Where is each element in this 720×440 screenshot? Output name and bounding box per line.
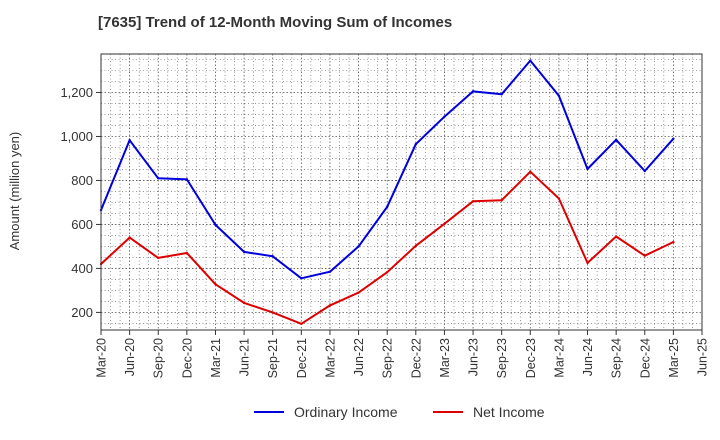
- data-point-ordinary-income: [242, 250, 246, 254]
- x-tick-label: Mar-22: [323, 338, 337, 378]
- axes: [96, 53, 703, 335]
- data-point-ordinary-income: [557, 94, 561, 97]
- data-point-net-income: [672, 240, 675, 244]
- x-tick-label: Jun-25: [696, 338, 710, 376]
- x-tick-label: Mar-23: [438, 338, 452, 378]
- x-tick-label: Jun-24: [581, 338, 595, 376]
- y-tick-label: 600: [71, 217, 93, 232]
- x-tick-label: Mar-25: [667, 338, 681, 378]
- legend-swatch-ordinary-income: [254, 411, 284, 413]
- data-point-ordinary-income: [471, 90, 475, 93]
- y-tick-label: 800: [71, 173, 93, 188]
- y-tick-label: 1,000: [60, 129, 93, 144]
- series-lines: [99, 59, 675, 326]
- legend-item-ordinary-income: Ordinary Income: [254, 404, 397, 420]
- y-tick-label: 1,200: [60, 85, 93, 100]
- data-point-ordinary-income: [157, 177, 160, 180]
- data-point-ordinary-income: [185, 178, 189, 181]
- legend-label-net-income: Net Income: [473, 404, 545, 420]
- x-tick-label: Sep-21: [266, 338, 280, 378]
- chart-title: [7635] Trend of 12-Month Moving Sum of I…: [98, 14, 453, 31]
- data-point-net-income: [157, 256, 160, 260]
- y-tick-label: 400: [71, 261, 93, 276]
- x-tick-label: Sep-22: [381, 338, 395, 378]
- x-tick-label: Dec-23: [524, 338, 538, 378]
- data-point-ordinary-income: [586, 167, 589, 171]
- data-point-ordinary-income: [672, 137, 675, 140]
- data-point-net-income: [242, 301, 246, 305]
- data-point-ordinary-income: [214, 223, 217, 227]
- x-tick-label: Sep-23: [495, 338, 509, 378]
- data-point-ordinary-income: [643, 169, 646, 173]
- x-tick-labels: Mar-20 Jun-20 Sep-20 Dec-20 Mar-21 Jun-21 Sep-…: [95, 338, 710, 378]
- plot-frame: [100, 53, 703, 331]
- data-point-ordinary-income: [357, 245, 360, 248]
- x-tick-label: Mar-21: [209, 338, 223, 378]
- legend-swatch-net-income: [433, 411, 463, 413]
- data-point-ordinary-income: [328, 270, 332, 273]
- data-point-net-income: [185, 251, 189, 255]
- data-point-net-income: [271, 311, 274, 314]
- x-tick-label: Dec-20: [180, 338, 194, 378]
- data-point-net-income: [414, 244, 418, 247]
- data-point-net-income: [214, 283, 217, 286]
- legend-label-ordinary-income: Ordinary Income: [294, 404, 398, 420]
- data-point-net-income: [586, 261, 589, 265]
- data-point-ordinary-income: [443, 115, 446, 118]
- data-point-net-income: [614, 235, 618, 238]
- data-point-net-income: [643, 254, 646, 257]
- data-point-ordinary-income: [500, 93, 503, 96]
- data-point-net-income: [557, 197, 561, 200]
- data-point-net-income: [529, 170, 532, 173]
- x-tick-label: Dec-21: [295, 338, 309, 378]
- data-point-ordinary-income: [385, 205, 389, 209]
- grid-lines: [100, 54, 703, 330]
- data-point-ordinary-income: [414, 142, 418, 146]
- data-point-ordinary-income: [614, 138, 618, 141]
- data-point-net-income: [500, 199, 503, 202]
- x-tick-label: Jun-21: [238, 338, 252, 376]
- data-point-net-income: [328, 304, 332, 307]
- x-tick-label: Dec-24: [638, 338, 652, 378]
- x-tick-label: Mar-24: [552, 338, 566, 378]
- x-tick-label: Dec-22: [409, 338, 423, 378]
- legend-item-net-income: Net Income: [433, 404, 545, 420]
- data-point-net-income: [357, 291, 360, 294]
- y-axis-label: Amount (million yen): [7, 132, 22, 251]
- x-tick-label: Jun-20: [123, 338, 137, 376]
- data-point-ordinary-income: [271, 255, 274, 258]
- data-point-ordinary-income: [128, 139, 131, 142]
- x-tick-label: Sep-20: [152, 338, 166, 378]
- data-point-net-income: [385, 270, 389, 274]
- data-point-net-income: [443, 222, 446, 225]
- data-point-net-income: [300, 322, 303, 326]
- x-tick-label: Jun-22: [352, 338, 366, 376]
- x-tick-label: Mar-20: [95, 338, 109, 378]
- y-tick-label: 200: [71, 305, 93, 320]
- data-point-ordinary-income: [529, 59, 532, 62]
- x-tick-label: Sep-24: [610, 338, 624, 378]
- data-point-net-income: [128, 236, 131, 239]
- data-point-ordinary-income: [300, 277, 303, 280]
- legend: Ordinary Income Net Income: [0, 404, 720, 426]
- y-tick-labels: 200 400 600 800 1,000 1,200: [60, 85, 93, 320]
- data-point-net-income: [471, 200, 475, 203]
- x-tick-label: Jun-23: [467, 338, 481, 376]
